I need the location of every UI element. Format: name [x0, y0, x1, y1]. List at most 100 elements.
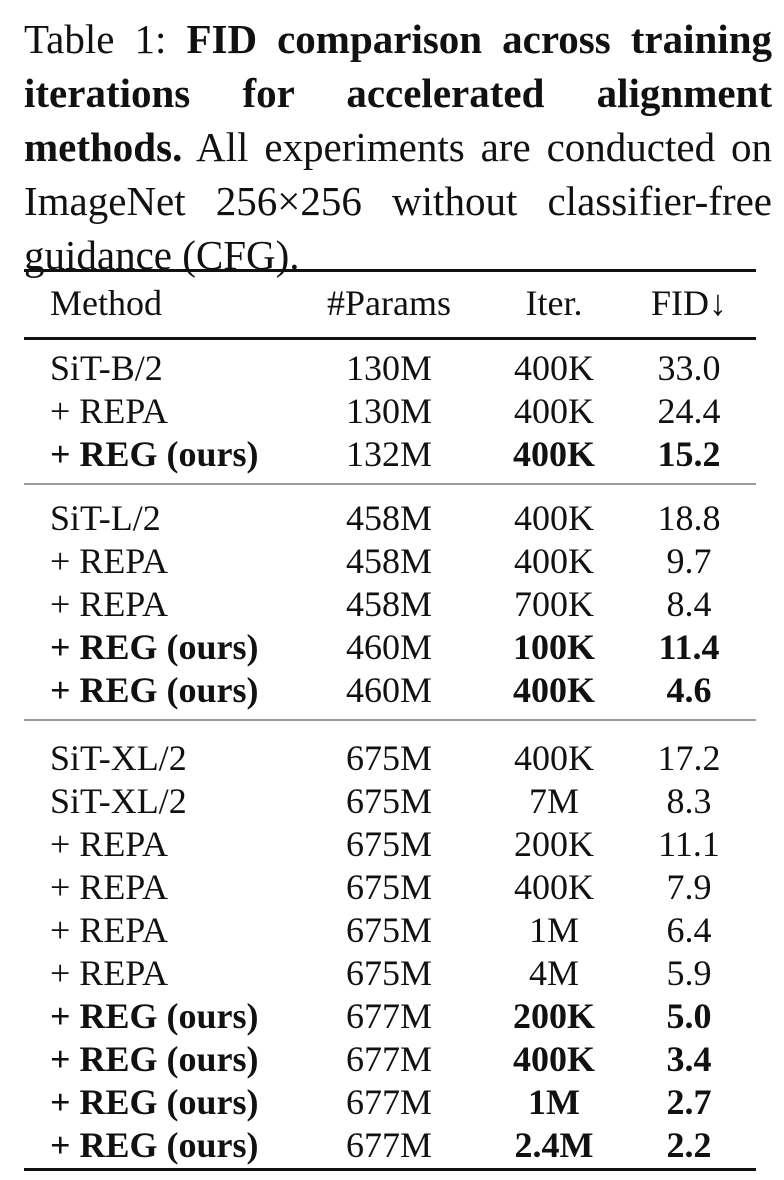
cell-method: SiT-L/2 — [50, 498, 161, 538]
table-row: + REG (ours) 460M 100K 11.4 — [24, 626, 756, 669]
top-rule — [24, 269, 756, 272]
cell-fid: 11.1 — [658, 824, 720, 864]
cell-fid: 5.0 — [666, 996, 712, 1036]
cell-method: + REG (ours) — [50, 627, 259, 667]
cell-iter: 200K — [512, 996, 595, 1036]
cell-iter: 400K — [512, 670, 595, 710]
cell-method: + REPA — [50, 584, 169, 624]
cell-iter: 100K — [512, 627, 595, 667]
cell-params: 677M — [345, 1125, 432, 1165]
table-caption: Table 1: FID comparison across training … — [24, 12, 772, 282]
cell-fid: 17.2 — [657, 738, 721, 778]
cell-params: 675M — [345, 953, 432, 993]
table-row: + REG (ours) 677M 200K 5.0 — [24, 995, 756, 1038]
cell-method: + REPA — [50, 910, 169, 950]
cell-method: + REG (ours) — [50, 996, 259, 1036]
cell-method: SiT-XL/2 — [50, 781, 187, 821]
cell-params: 460M — [345, 627, 432, 667]
cell-params: 675M — [345, 824, 432, 864]
cell-params: 677M — [345, 996, 432, 1036]
cell-fid: 8.4 — [666, 584, 712, 624]
cell-fid: 4.6 — [666, 670, 712, 710]
caption-label: Table 1: — [24, 16, 167, 62]
cell-method: + REPA — [50, 953, 169, 993]
cell-iter: 400K — [512, 1039, 595, 1079]
cell-method: + REG (ours) — [50, 1039, 259, 1079]
cell-iter: 7M — [528, 781, 579, 821]
cell-fid: 3.4 — [666, 1039, 712, 1079]
cell-fid: 11.4 — [658, 627, 720, 667]
cell-params: 130M — [345, 348, 432, 388]
cell-iter: 4M — [528, 953, 579, 993]
table-row: + REPA 675M 1M 6.4 — [24, 909, 756, 952]
cell-params: 675M — [345, 910, 432, 950]
cell-params: 132M — [345, 434, 432, 474]
cell-iter: 200K — [514, 824, 594, 864]
header-fid: FID↓ — [650, 283, 727, 323]
cell-params: 458M — [345, 584, 432, 624]
cell-iter: 1M — [528, 1082, 580, 1122]
cell-method: + REPA — [50, 391, 169, 431]
table-row: SiT-XL/2 675M 7M 8.3 — [24, 780, 756, 823]
cell-fid: 15.2 — [657, 434, 721, 474]
cell-iter: 400K — [514, 391, 594, 431]
cell-iter: 400K — [514, 738, 594, 778]
cell-iter: 400K — [514, 498, 594, 538]
cell-method: + REG (ours) — [50, 1125, 259, 1165]
header-method: Method — [50, 283, 162, 323]
cell-iter: 400K — [514, 541, 594, 581]
table-row: SiT-B/2 130M 400K 33.0 — [24, 347, 756, 390]
header-iter: Iter. — [525, 283, 583, 323]
cell-fid: 33.0 — [657, 348, 721, 388]
cell-iter: 400K — [514, 867, 594, 907]
caption-text: All experiments are conducted on ImageNe… — [24, 124, 772, 278]
cell-params: 677M — [345, 1082, 432, 1122]
cell-fid: 6.4 — [666, 910, 712, 950]
table-row: SiT-L/2 458M 400K 18.8 — [24, 497, 756, 540]
caption-bold-text: FID comparison across training iteration… — [24, 16, 772, 170]
cell-iter: 400K — [514, 348, 594, 388]
table-row: SiT-XL/2 675M 400K 17.2 — [24, 737, 756, 780]
cell-iter: 2.4M — [514, 1125, 594, 1165]
cell-params: 460M — [345, 670, 432, 710]
table-row: + REPA 130M 400K 24.4 — [24, 390, 756, 433]
table-row: + REG (ours) 460M 400K 4.6 — [24, 669, 756, 712]
cell-fid: 24.4 — [657, 391, 721, 431]
cell-iter: 1M — [528, 910, 579, 950]
header-params: #Params — [327, 283, 451, 323]
cell-fid: 8.3 — [666, 781, 712, 821]
table-row: + REPA 675M 200K 11.1 — [24, 823, 756, 866]
cell-params: 675M — [345, 781, 432, 821]
cell-method: SiT-XL/2 — [50, 738, 187, 778]
table-row: + REPA 458M 700K 8.4 — [24, 583, 756, 626]
table-row: + REPA 458M 400K 9.7 — [24, 540, 756, 583]
cell-fid: 2.7 — [666, 1082, 712, 1122]
cell-method: + REG (ours) — [50, 1082, 259, 1122]
cell-method: + REPA — [50, 541, 169, 581]
cell-fid: 2.2 — [666, 1125, 712, 1165]
bottom-rule — [24, 1168, 756, 1171]
table-row: + REPA 675M 400K 7.9 — [24, 866, 756, 909]
cell-method: + REPA — [50, 824, 169, 864]
cell-params: 458M — [345, 498, 432, 538]
header-row: Method #Params Iter. FID↓ — [24, 282, 756, 325]
table-row: + REG (ours) 677M 400K 3.4 — [24, 1038, 756, 1081]
cell-iter: 700K — [514, 584, 594, 624]
header-rule — [24, 337, 756, 340]
table-row: + REPA 675M 4M 5.9 — [24, 952, 756, 995]
table-row: + REG (ours) 677M 1M 2.7 — [24, 1081, 756, 1124]
cell-fid: 7.9 — [666, 867, 712, 907]
cell-iter: 400K — [512, 434, 595, 474]
cell-params: 458M — [345, 541, 432, 581]
cell-method: SiT-B/2 — [50, 348, 163, 388]
cell-params: 675M — [345, 867, 432, 907]
cell-fid: 18.8 — [657, 498, 721, 538]
table-row: + REG (ours) 132M 400K 15.2 — [24, 433, 756, 476]
cell-method: + REG (ours) — [50, 670, 259, 710]
cell-fid: 5.9 — [666, 953, 712, 993]
cell-method: + REG (ours) — [50, 434, 259, 474]
group-separator — [24, 719, 756, 721]
cell-fid: 9.7 — [666, 541, 712, 581]
cell-method: + REPA — [50, 867, 169, 907]
table-row: + REG (ours) 677M 2.4M 2.2 — [24, 1124, 756, 1167]
